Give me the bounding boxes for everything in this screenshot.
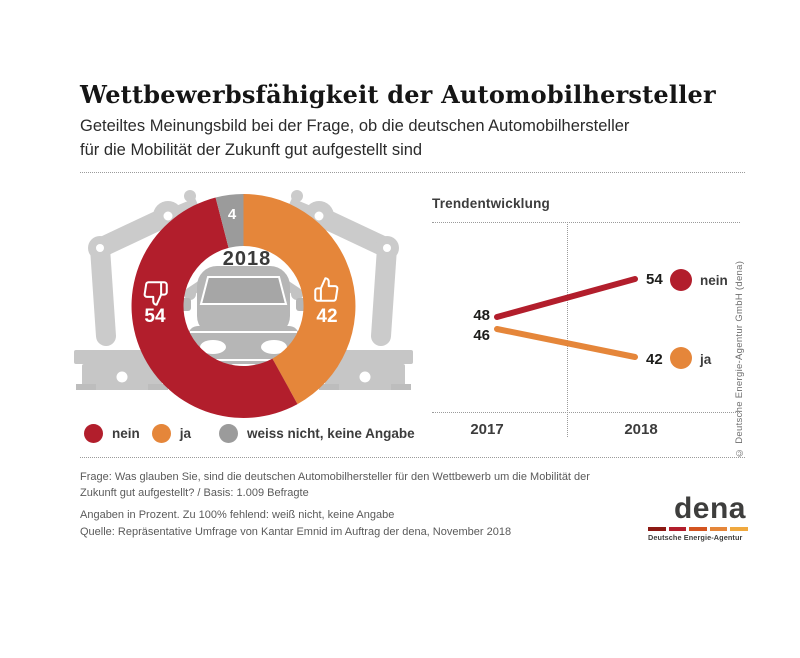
left-robot-arm-illustration xyxy=(74,190,199,390)
subtitle-line-1: Geteiltes Meinungsbild bei der Frage, ob… xyxy=(80,117,630,135)
legend-dot-unknown xyxy=(219,424,239,443)
donut-value-unknown: 4 xyxy=(227,206,237,223)
footer-question: Frage: Was glauben Sie, sind die deutsch… xyxy=(80,471,590,499)
legend-dot-ja xyxy=(151,424,171,443)
dena-logo-wordmark: dena xyxy=(673,492,746,525)
subtitle-line-2: für die Mobilität der Zukunft gut aufges… xyxy=(80,141,423,159)
top-separator xyxy=(80,172,745,173)
donut-center-year: 2018 xyxy=(222,248,272,270)
logo-dash-5 xyxy=(730,527,748,531)
trend-line-nein xyxy=(494,276,638,320)
trend-legend-dot-ja xyxy=(670,347,692,369)
thumbs-down-icon xyxy=(143,281,168,306)
logo-dash-4 xyxy=(709,527,728,531)
page-title: Wettbewerbsfähigkeit der Automobilherste… xyxy=(80,80,716,109)
logo-dash-1 xyxy=(648,527,666,531)
trend-legend-label-nein: nein xyxy=(700,273,728,288)
trend-value-nein-2017: 48 xyxy=(473,307,490,324)
trend-legend-dot-nein xyxy=(670,269,692,291)
trend-vertical-gridline xyxy=(567,222,568,437)
footer-source: Quelle: Repräsentative Umfrage von Kanta… xyxy=(80,526,512,538)
thumbs-up-icon xyxy=(314,277,339,302)
trend-line-ja xyxy=(494,326,638,360)
legend-label-nein: nein xyxy=(112,426,140,441)
donut-value-nein: 54 xyxy=(144,306,166,327)
trend-legend-label-ja: ja xyxy=(700,352,712,367)
trend-axis-year-2018: 2018 xyxy=(624,421,658,438)
trend-axis-year-2017: 2017 xyxy=(470,421,504,438)
trend-bottom-gridline xyxy=(432,412,740,413)
legend-label-unknown: weiss nicht, keine Angabe xyxy=(247,426,415,441)
trend-chart-title: Trendentwicklung xyxy=(432,196,550,211)
bottom-separator xyxy=(80,457,745,458)
trend-value-ja-2018: 42 xyxy=(646,351,663,368)
car-illustration xyxy=(180,266,307,390)
donut-legend: nein ja weiss nicht, keine Angabe xyxy=(84,424,415,443)
logo-dash-2 xyxy=(668,527,687,531)
logo-dash-3 xyxy=(689,527,707,531)
donut-value-ja: 42 xyxy=(316,306,338,327)
dena-logo: dena Deutsche Energie-Agentur xyxy=(648,494,748,542)
trend-top-gridline xyxy=(432,222,740,223)
copyright-sidenote: © Deutsche Energie-Agentur GmbH (dena) xyxy=(734,260,745,458)
trend-value-ja-2017: 46 xyxy=(473,327,490,344)
right-robot-arm-illustration xyxy=(288,190,413,390)
legend-label-ja: ja xyxy=(179,426,192,441)
footer-note: Angaben in Prozent. Zu 100% fehlend: wei… xyxy=(80,509,395,521)
legend-dot-nein xyxy=(84,424,103,443)
dena-logo-subtitle: Deutsche Energie-Agentur xyxy=(648,533,743,542)
page-subtitle: Geteiltes Meinungsbild bei der Frage, ob… xyxy=(80,114,720,162)
trend-value-nein-2018: 54 xyxy=(646,271,663,288)
dena-logo-dashes xyxy=(648,527,748,531)
